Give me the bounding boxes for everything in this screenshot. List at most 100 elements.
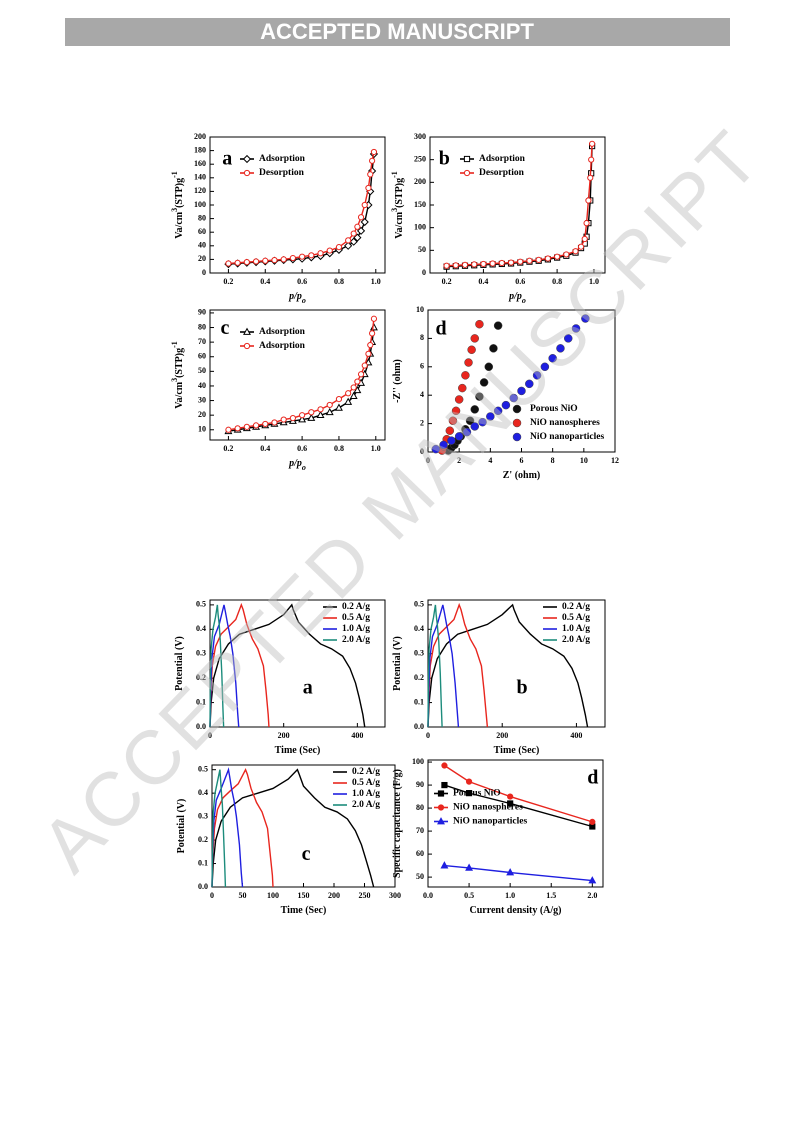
- scatter-point: [493, 406, 503, 416]
- scatter-point: [525, 379, 534, 389]
- series-line: [228, 151, 375, 265]
- y-tick-label: 200: [194, 132, 206, 141]
- x-tick-label: 400: [570, 731, 582, 740]
- marker: [335, 244, 343, 251]
- y-tick-label: 60: [198, 227, 206, 236]
- marker: [345, 237, 352, 244]
- y-tick-label: 0: [422, 268, 426, 277]
- y-tick-label: 10: [198, 425, 206, 434]
- marker: [554, 253, 561, 260]
- marker: [507, 793, 514, 800]
- marker: [354, 223, 361, 230]
- series-line: [427, 602, 489, 728]
- x-tick-label: 12: [611, 456, 619, 465]
- scatter-point: [448, 416, 458, 426]
- series-line: [209, 604, 225, 728]
- panel-letter: a: [303, 676, 313, 698]
- panel-letter: c: [221, 317, 230, 339]
- y-tick-label: 0.2: [414, 673, 424, 682]
- legend-label: Adsorption: [259, 154, 306, 164]
- x-axis-label-text: p/p: [288, 458, 302, 469]
- y-axis-label-superscript: 3: [170, 208, 179, 212]
- scatter-point: [465, 416, 475, 426]
- marker: [471, 261, 478, 268]
- marker: [367, 341, 374, 349]
- marker: [252, 258, 260, 265]
- x-axis-label: p/po: [288, 291, 306, 305]
- x-tick-label: 100: [267, 891, 279, 900]
- y-axis-label-text: Potential (V): [176, 799, 187, 854]
- marker: [234, 425, 241, 432]
- marker: [345, 390, 352, 397]
- marker: [365, 350, 372, 357]
- marker: [317, 406, 324, 413]
- marker: [349, 237, 358, 246]
- y-tick-label: 0.5: [198, 765, 208, 774]
- scatter-point: [464, 358, 473, 367]
- scatter-point: [571, 324, 581, 333]
- x-tick-label: 0.5: [464, 891, 474, 900]
- marker: [354, 378, 361, 385]
- y-axis-label-superscript: -1: [170, 341, 179, 348]
- y-tick-label: 140: [194, 173, 206, 182]
- y-axis-label: Potential (V): [392, 636, 403, 691]
- marker: [271, 419, 278, 426]
- y-tick-label: 0.0: [196, 722, 206, 731]
- marker: [308, 409, 315, 416]
- marker: [367, 171, 374, 178]
- marker: [243, 423, 250, 430]
- marker: [357, 214, 365, 221]
- x-tick-label: 0: [210, 891, 214, 900]
- legend-marker: [463, 169, 471, 177]
- y-tick-label: 8: [420, 333, 424, 342]
- series-line: [211, 769, 227, 888]
- marker: [589, 818, 596, 825]
- x-tick-label: 2: [457, 456, 461, 465]
- scatter-point: [475, 319, 484, 329]
- legend-label: 0.5 A/g: [342, 613, 370, 623]
- legend-marker: [437, 817, 445, 825]
- x-tick-label: 0.8: [334, 277, 344, 286]
- x-axis-label: Time (Sec): [281, 905, 327, 916]
- legend-label: Adsorption: [479, 154, 526, 164]
- y-axis-label: Potential (V): [174, 636, 185, 691]
- figures: 0.2 0.4 0.6 0.8 1.00204060801001201401601802…: [170, 132, 619, 916]
- scatter-point: [454, 395, 464, 404]
- y-tick-label: 0.3: [196, 649, 206, 658]
- marker: [563, 251, 570, 258]
- y-axis-label-text: (STP)g: [174, 178, 185, 208]
- marker: [357, 371, 365, 378]
- chart: 0 50 100 150 200 250 300 0.0 0.1 0.2 0.3 0.4 0.5 Time…: [176, 764, 401, 916]
- y-tick-label: 0.1: [198, 858, 208, 867]
- y-tick-label: 6: [420, 362, 424, 371]
- marker: [452, 262, 459, 269]
- marker: [583, 220, 590, 227]
- y-axis-label-superscript: 3: [170, 378, 179, 382]
- y-tick-label: 150: [414, 200, 426, 209]
- y-axis-label: Va/cm3(STP)g-1: [390, 171, 405, 239]
- x-axis-label-text: Time (Sec): [275, 745, 321, 756]
- x-axis-label: Time (Sec): [494, 745, 540, 756]
- scatter-point: [532, 371, 542, 380]
- y-tick-label: 0.3: [414, 649, 424, 658]
- y-tick-label: 0.4: [414, 624, 424, 633]
- x-tick-label: 1.0: [371, 277, 381, 286]
- chart: 0.2 0.4 0.6 0.8 1.0 10 20 30 40 50 60 70 80 90 p/po Va/…: [170, 308, 386, 472]
- x-tick-label: 0.4: [260, 277, 270, 286]
- marker: [441, 781, 448, 789]
- x-axis-label: Current density (A/g): [469, 905, 561, 916]
- marker: [443, 262, 450, 269]
- y-tick-label: 90: [198, 308, 206, 317]
- y-tick-label: 2: [420, 418, 424, 427]
- y-tick-label: 20: [198, 410, 206, 419]
- marker: [370, 315, 378, 322]
- legend-label: 2.0 A/g: [342, 635, 370, 645]
- y-tick-label: 80: [416, 803, 424, 812]
- marker: [465, 863, 474, 871]
- y-tick-label: 180: [194, 145, 206, 154]
- y-axis-label-text: Potential (V): [174, 636, 185, 691]
- x-tick-label: 250: [359, 891, 371, 900]
- x-axis-label: p/po: [508, 291, 526, 305]
- x-tick-label: 1.0: [371, 444, 381, 453]
